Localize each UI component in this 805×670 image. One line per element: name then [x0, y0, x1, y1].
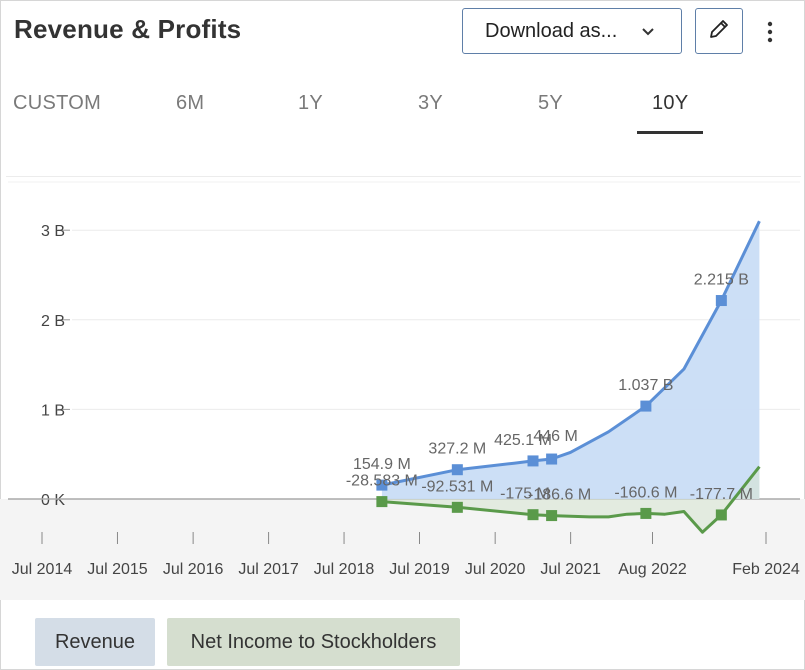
revenue-line: [381, 220, 761, 487]
tab-3y[interactable]: 3Y: [418, 92, 444, 114]
y-tick-label: 0 K: [41, 492, 65, 509]
legend-net-income[interactable]: Net Income to Stockholders: [167, 618, 460, 666]
net-income-data-label: -160.6 M: [614, 484, 677, 501]
range-tabs: CUSTOM 6M 1Y 3Y 5Y 10Y: [0, 84, 805, 136]
y-tick-label: 3 B: [41, 223, 65, 240]
negative-region: [0, 499, 805, 600]
revenue-data-label: 327.2 M: [428, 441, 486, 458]
net-income-point: [640, 507, 652, 519]
net-income-point: [527, 509, 539, 521]
net-income-area: [381, 466, 760, 533]
download-button-label: Download as...: [485, 19, 618, 42]
revenue-point: [715, 295, 727, 307]
x-tick-label: Jul 2017: [238, 561, 299, 578]
revenue-data-label: 154.9 M: [353, 456, 411, 473]
tab-5y[interactable]: 5Y: [538, 92, 564, 114]
net-income-data-label: -186.6 M: [528, 487, 591, 504]
y-tick-label: 1 B: [41, 402, 65, 419]
net-income-data-label: -92.531 M: [421, 478, 493, 495]
download-button[interactable]: Download as...: [462, 8, 682, 54]
revenue-data-label: 1.037 B: [618, 377, 673, 394]
revenue-profits-chart: 0 K 1 B 2 B 3 B Jul 2014 Jul 2015 Jul 2016 Jul …: [0, 181, 805, 600]
net-income-point: [451, 501, 463, 513]
legend-revenue[interactable]: Revenue: [35, 618, 155, 666]
y-tick-label: 2 B: [41, 313, 65, 330]
x-tick-label: Jul 2019: [389, 561, 450, 578]
tab-6m[interactable]: 6M: [176, 92, 205, 114]
chevron-down-icon: [641, 22, 655, 48]
net-income-data-label: -177.7 M: [690, 486, 753, 503]
revenue-data-label: 2.215 B: [694, 272, 749, 289]
tab-10y[interactable]: 10Y: [652, 92, 689, 114]
revenue-data-label: 446 M: [533, 428, 577, 445]
x-tick-label: Jul 2014: [12, 561, 73, 578]
revenue-point: [376, 479, 388, 491]
net-income-data-label: -28.583 M: [346, 473, 418, 490]
x-tick-label: Jul 2015: [87, 561, 148, 578]
revenue-point: [640, 400, 652, 412]
more-vertical-icon[interactable]: [760, 16, 780, 48]
net-income-point: [376, 496, 388, 508]
pencil-icon: [707, 17, 731, 46]
revenue-point: [546, 453, 558, 465]
x-tick-label: Aug 2022: [618, 561, 687, 578]
net-income-data-label: -175 M: [500, 486, 550, 503]
revenue-point: [451, 464, 463, 476]
x-tick-label: Jul 2020: [465, 561, 526, 578]
page-title: Revenue & Profits: [14, 14, 242, 44]
revenue-area: [381, 221, 760, 499]
divider: [6, 176, 801, 177]
tab-custom[interactable]: CUSTOM: [13, 92, 102, 114]
x-tick-label: Jul 2018: [314, 561, 375, 578]
revenue-data-label: 425.1 M: [494, 432, 552, 449]
x-tick-label: Feb 2024: [732, 561, 800, 578]
tab-1y[interactable]: 1Y: [298, 92, 324, 114]
x-tick-label: Jul 2016: [163, 561, 224, 578]
revenue-point: [527, 455, 539, 467]
x-tick-label: Jul 2021: [540, 561, 601, 578]
net-income-point: [546, 510, 558, 522]
edit-button[interactable]: [695, 8, 743, 54]
net-income-point: [715, 509, 727, 521]
active-tab-indicator: [637, 131, 703, 134]
